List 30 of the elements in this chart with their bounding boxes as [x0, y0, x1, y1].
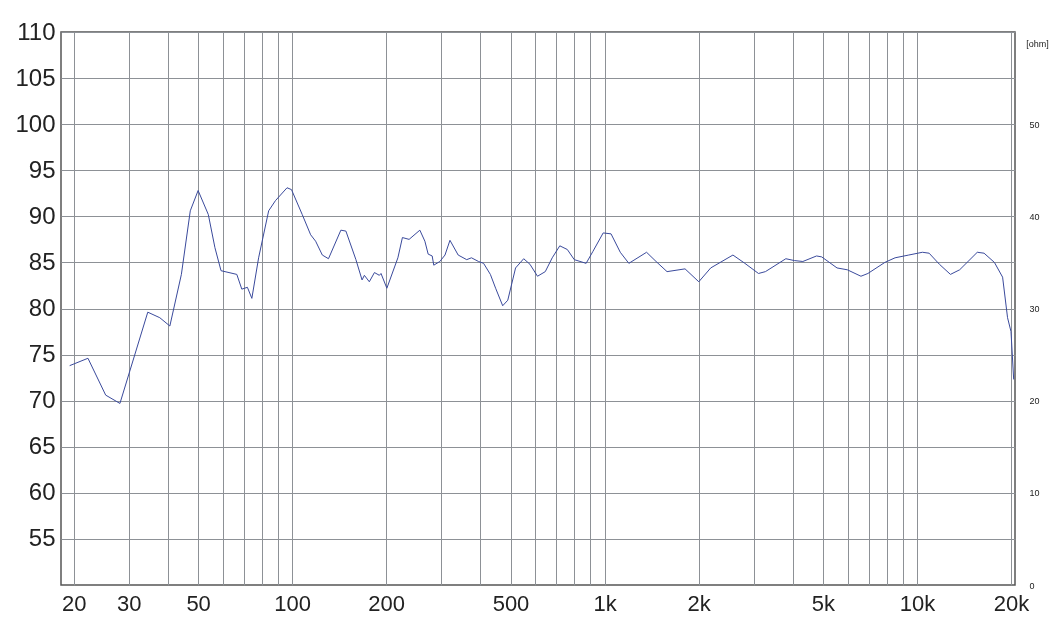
y-tick-label: 85 [28, 247, 56, 275]
x-tick-label: 30 [117, 590, 142, 616]
y-tick-label: 75 [28, 340, 56, 368]
y2-tick-label: 10 [1029, 488, 1040, 499]
y-tick-label: 80 [28, 294, 56, 321]
y2-tick-label: 40 [1029, 211, 1040, 222]
x-tick-label: 5k [811, 590, 837, 616]
y-tick-label: 105 [15, 63, 56, 91]
x-tick-label: 100 [274, 590, 312, 616]
y-tick-label: 100 [15, 109, 56, 137]
x-tick-label: 200 [368, 590, 406, 616]
y-tick-label: 110 [17, 17, 56, 45]
x-tick-label: 20 [62, 590, 87, 616]
x-tick-label: 10k [899, 590, 937, 616]
y2-tick-label: 30 [1029, 304, 1040, 314]
y-tick-label: 70 [28, 386, 56, 414]
y-tick-label: 90 [28, 201, 56, 229]
y2-tick-label: 50 [1029, 119, 1040, 130]
x-tick-label: 1k [593, 590, 618, 616]
x-tick-label: 500 [492, 590, 530, 616]
x-tick-label: 50 [186, 590, 211, 616]
x-tick-label: 20k [993, 590, 1031, 616]
y-tick-label: 55 [28, 524, 56, 552]
y-tick-label: 65 [28, 432, 56, 460]
y2-axis-title: [ohm] [1026, 38, 1049, 49]
y2-tick-label: 20 [1029, 396, 1040, 407]
y-tick-label: 60 [28, 478, 56, 506]
y2-tick-label: 0 [1029, 580, 1035, 591]
y-tick-label: 95 [28, 155, 56, 183]
x-tick-label: 2k [687, 590, 712, 616]
